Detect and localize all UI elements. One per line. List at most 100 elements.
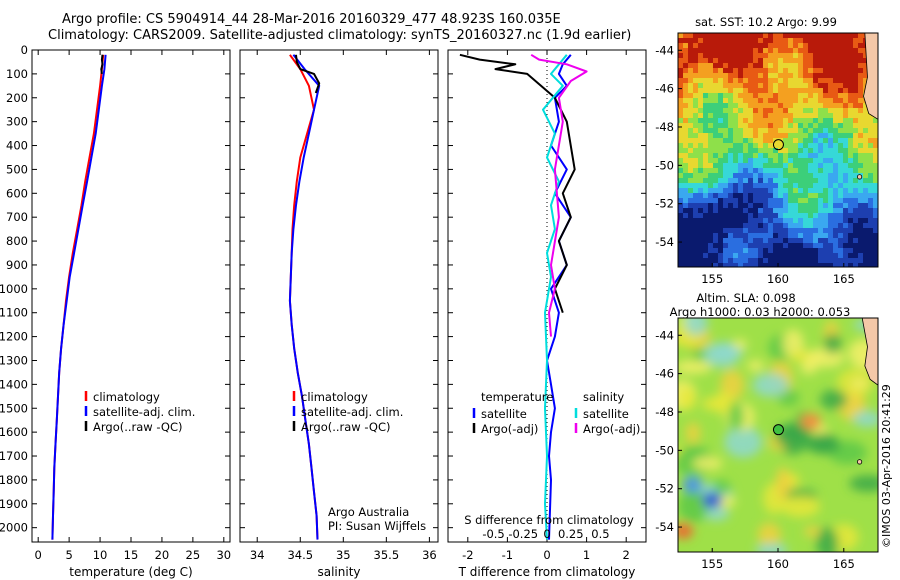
lat-tick-label: -52: [655, 197, 674, 211]
lat-tick-label: -46: [655, 367, 674, 381]
legend-label: climatology: [301, 390, 368, 404]
lat-tick-label: -44: [655, 328, 674, 342]
series-line: [459, 53, 576, 314]
y-tick-label: 1200: [0, 330, 28, 344]
y-tick-label: 300: [6, 115, 28, 129]
y-tick-label: 100: [6, 67, 28, 81]
legend-label: Argo(..raw -QC): [301, 420, 391, 434]
profile-panel-2: 34 34.5 35 35.5 36 salinity climatologysatelli…: [239, 49, 439, 579]
lon-tick-label: 165: [833, 557, 855, 571]
series-line: [530, 53, 588, 337]
lat-tick-label: -50: [655, 443, 674, 457]
y-tick-label: 700: [6, 210, 28, 224]
figure-title-line1: Argo profile: CS 5904914_44 28-Mar-2016 …: [62, 12, 561, 27]
legend-title: salinity: [583, 390, 624, 404]
figure-title-line2: Climatology: CARS2009. Satellite-adjuste…: [48, 28, 632, 43]
legend-label: satellite-adj. clim.: [301, 405, 403, 419]
sla-map: 155 160 165 -44 -46 -48 -50 -52 -54 Altim. SLA: 0…: [655, 291, 879, 571]
x-tick-label: 35.5: [374, 548, 400, 562]
axes-frame: [31, 49, 231, 543]
lat-tick-label: -54: [655, 520, 674, 534]
y-tick-label: 1400: [0, 377, 28, 391]
x-tick-label: 36: [422, 548, 437, 562]
top-x-tick-label: 0: [543, 527, 550, 541]
lat-tick-label: -52: [655, 482, 674, 496]
profile-panel-3: -2 -1 0 1 2 T difference from climatology temp…: [447, 49, 647, 579]
legend-label: climatology: [93, 390, 160, 404]
y-tick-label: 1300: [0, 353, 28, 367]
lat-tick-label: -50: [655, 158, 674, 172]
x-tick-label: 10: [93, 548, 108, 562]
series-line: [288, 54, 319, 540]
top-x-tick-label: -0.25: [508, 527, 538, 541]
x-tick-label: -1: [502, 548, 513, 562]
x-tick-label: 5: [65, 548, 72, 562]
legend-label: satellite-adj. clim.: [93, 405, 195, 419]
y-tick-label: 900: [6, 258, 28, 272]
lat-tick-label: -44: [655, 43, 674, 57]
x-tick-label: -2: [462, 548, 473, 562]
profile-panel-1: 0100200300400500600700800900100011001200…: [0, 43, 231, 579]
sla-title: Argo h1000: 0.03 h2000: 0.053: [670, 305, 851, 319]
lat-tick-label: -46: [655, 82, 674, 96]
axes-frame: [239, 49, 439, 543]
y-tick-label: 0: [21, 43, 28, 57]
series-line: [100, 54, 104, 75]
legend-label: Argo(-adj): [583, 422, 640, 436]
series-line: [295, 54, 321, 94]
x-tick-label: 15: [124, 548, 139, 562]
y-tick-label: 1800: [0, 473, 28, 487]
x-tick-label: 2: [623, 548, 630, 562]
lon-tick-label: 165: [833, 272, 855, 286]
sst-title: sat. SST: 10.2 Argo: 9.99: [695, 15, 837, 29]
sst-map: 155 160 165 -44 -46 -48 -50 -52 -54 sat. SST: 10.…: [655, 15, 879, 286]
x-tick-label: 30: [216, 548, 231, 562]
legend-label: satellite: [481, 407, 527, 421]
y-tick-label: 800: [6, 234, 28, 248]
lon-tick-label: 155: [701, 557, 723, 571]
y-tick-label: 600: [6, 186, 28, 200]
y-tick-label: 1000: [0, 282, 28, 296]
legend-label: Argo(..raw -QC): [93, 420, 183, 434]
x-tick-label: 34.5: [287, 548, 313, 562]
top-x-axis-label: S difference from climatology: [464, 513, 634, 527]
legend-label: satellite: [583, 407, 629, 421]
legend-label: Argo(-adj): [481, 422, 538, 436]
x-tick-label: 35: [336, 548, 351, 562]
float-position-marker: [772, 424, 784, 436]
series-line: [51, 54, 107, 540]
annotation-text: Argo Australia: [328, 505, 409, 519]
sla-title: Altim. SLA: 0.098: [696, 291, 795, 305]
x-tick-label: 34: [250, 548, 265, 562]
lon-tick-label: 160: [767, 557, 789, 571]
lat-tick-label: -48: [655, 405, 674, 419]
series-line: [288, 54, 321, 540]
annotation-text: PI: Susan Wijffels: [328, 519, 426, 533]
x-tick-label: 0: [543, 548, 550, 562]
x-tick-label: 20: [155, 548, 170, 562]
y-tick-label: 400: [6, 139, 28, 153]
x-tick-label: 1: [583, 548, 590, 562]
x-tick-label: 0: [35, 548, 42, 562]
y-tick-label: 1100: [0, 306, 28, 320]
series-line: [542, 54, 568, 540]
top-x-tick-label: 0.5: [591, 527, 609, 541]
x-axis-label: temperature (deg C): [69, 565, 192, 579]
lat-tick-label: -48: [655, 120, 674, 134]
y-tick-label: 200: [6, 91, 28, 105]
x-axis-label: T difference from climatology: [458, 565, 636, 579]
x-axis-label: salinity: [317, 565, 360, 579]
float-position-marker: [772, 139, 784, 151]
legend-title: temperature: [481, 390, 553, 404]
y-tick-label: 1500: [0, 401, 28, 415]
top-x-tick-label: 0.25: [558, 527, 584, 541]
y-tick-label: 1900: [0, 497, 28, 511]
top-x-tick-label: -0.5: [482, 527, 504, 541]
x-tick-label: 25: [186, 548, 201, 562]
lat-tick-label: -54: [655, 235, 674, 249]
y-tick-label: 2000: [0, 521, 28, 535]
y-tick-label: 1600: [0, 425, 28, 439]
lon-tick-label: 160: [767, 272, 789, 286]
y-tick-label: 500: [6, 162, 28, 176]
